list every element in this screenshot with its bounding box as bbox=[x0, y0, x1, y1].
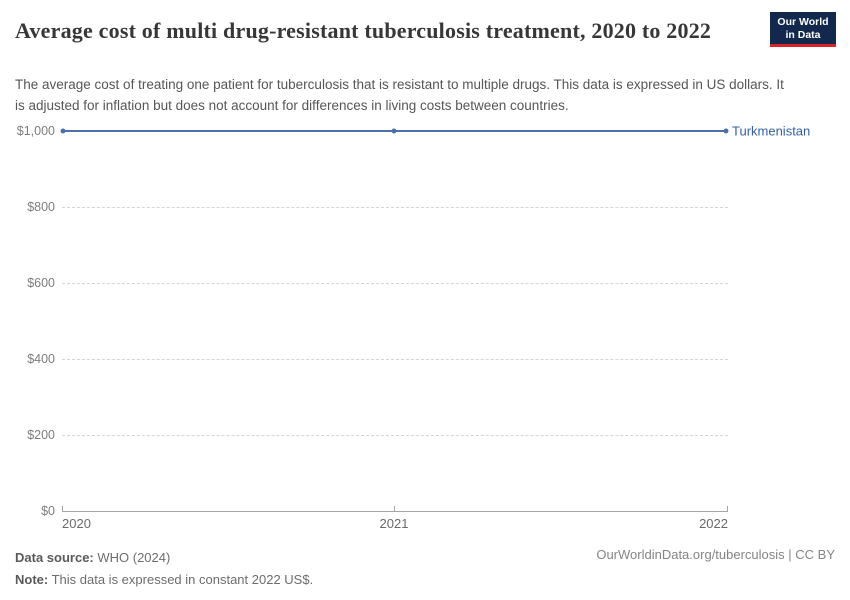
data-source-line: Data source: WHO (2024) bbox=[15, 547, 313, 569]
owid-logo-line1: Our World bbox=[777, 16, 829, 28]
owid-logo-line2: in Data bbox=[785, 29, 821, 41]
gridline-600 bbox=[62, 283, 728, 284]
y-tick-label: $0 bbox=[41, 504, 55, 518]
x-tick-label: 2020 bbox=[62, 516, 91, 531]
data-point-2020[interactable] bbox=[60, 128, 66, 134]
y-tick-label: $200 bbox=[27, 428, 55, 442]
note-label: Note: bbox=[15, 571, 49, 587]
owid-link[interactable]: OurWorldinData.org/tuberculosis | CC BY bbox=[596, 547, 835, 562]
note-line: Note: This data is expressed in constant… bbox=[15, 569, 313, 591]
note-value: This data is expressed in constant 2022 … bbox=[48, 571, 314, 587]
y-tick-label: $1,000 bbox=[16, 124, 55, 138]
y-tick-label: $400 bbox=[27, 352, 55, 366]
x-axis-tick-2021 bbox=[394, 506, 395, 511]
x-axis-tick-2022 bbox=[727, 506, 728, 511]
chart-subtitle: The average cost of treating one patient… bbox=[15, 77, 784, 113]
gridline-200 bbox=[62, 435, 728, 436]
x-tick-label: 2022 bbox=[699, 516, 728, 531]
data-point-2021[interactable] bbox=[391, 128, 397, 134]
x-axis-tick-2020 bbox=[62, 506, 63, 511]
data-point-2022[interactable] bbox=[723, 128, 729, 134]
data-source-value: WHO (2024) bbox=[93, 550, 171, 565]
y-tick-label: $800 bbox=[27, 200, 55, 214]
page-title: Average cost of multi drug-resistant tub… bbox=[15, 18, 712, 43]
gridline-400 bbox=[62, 359, 728, 360]
x-tick-label: 2021 bbox=[379, 516, 409, 531]
data-source-label: Data source: bbox=[15, 550, 94, 565]
series-label-turkmenistan[interactable]: Turkmenistan bbox=[732, 123, 811, 139]
gridline-800 bbox=[62, 207, 728, 208]
x-axis-line bbox=[62, 511, 728, 512]
footer-notes: Data source: WHO (2024) Note: This data … bbox=[15, 547, 313, 590]
y-tick-label: $600 bbox=[27, 276, 55, 290]
owid-logo[interactable]: Our World in Data bbox=[770, 12, 836, 47]
